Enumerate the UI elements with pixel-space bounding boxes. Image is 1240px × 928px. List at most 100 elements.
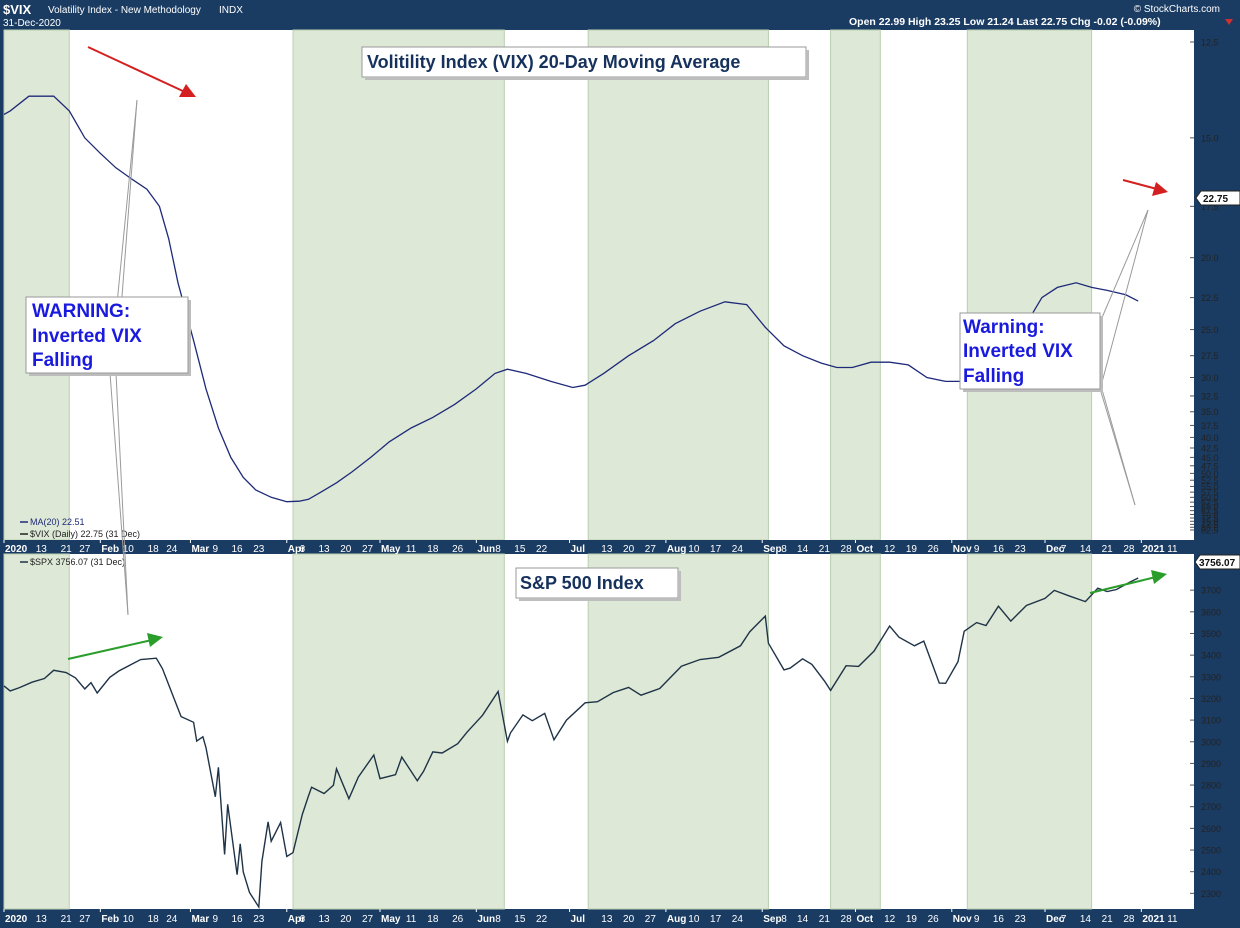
spx-line (3, 577, 1139, 910)
vix-shade-band-4 (966, 29, 1093, 541)
x-tick-label: Aug (667, 914, 686, 925)
legend-ma: MA(20) 22.51 (30, 517, 85, 527)
x-tick-label: 11 (1167, 914, 1178, 925)
spx-tick-label: 3700 (1201, 586, 1221, 596)
spx-tick-label: 2500 (1201, 846, 1221, 856)
vix-tick-label: 82.5 (1201, 526, 1219, 536)
vix-title: Volitility Index (VIX) 20-Day Moving Ave… (367, 52, 740, 72)
x-tick-label: Jul (571, 544, 586, 555)
x-tick-label: 18 (427, 544, 439, 555)
x-tick-label: 27 (645, 914, 657, 925)
x-tick-label: May (381, 544, 401, 555)
callout-left-line-3: Falling (32, 350, 93, 371)
spx-tick-label: 2800 (1201, 781, 1221, 791)
x-tick-label: 18 (427, 914, 439, 925)
spx-shaded-bands (3, 553, 1093, 910)
x-tick-label: Apr (288, 544, 305, 555)
spx-tick-label: 2700 (1201, 802, 1221, 812)
vix-tick-label: 37.5 (1201, 421, 1219, 431)
x-tick-label: 18 (148, 914, 160, 925)
spx-tick-label: 2900 (1201, 759, 1221, 769)
callout-left-line-1: WARNING: (32, 301, 130, 322)
vix-legend: MA(20) 22.51 $VIX (Daily) 22.75 (31 Dec) (20, 517, 140, 539)
x-tick-label: Feb (101, 544, 119, 555)
x-tick-label: 2020 (5, 914, 28, 925)
vix-last-value-tag: 22.75 (1195, 190, 1240, 206)
x-tick-label: Mar (191, 544, 209, 555)
exchange-label: INDX (219, 5, 243, 16)
x-tick-label: Jun (477, 914, 495, 925)
x-tick-label: 28 (1123, 544, 1135, 555)
x-tick-label: 21 (1102, 544, 1114, 555)
x-tick-label: 20 (623, 914, 635, 925)
x-tick-label: 8 (781, 914, 787, 925)
x-tick-label: 13 (319, 544, 331, 555)
x-tick-label: 23 (1015, 914, 1027, 925)
vix-ma-line (3, 95, 1139, 503)
spx-panel: 2300 2400 2500 2600 2700 2800 2900 3000 3100 3200… (3, 553, 1221, 910)
spx-title-box: S&P 500 Index (515, 567, 681, 601)
x-tick-label: 26 (452, 914, 464, 925)
callout-right-line-3: Falling (963, 366, 1024, 387)
vix-panel: 12.5 15.0 17.5 20.0 22.5 25.0 27.5 30.0 32.5 35.0… (0, 29, 1240, 554)
legend-vix: $VIX (Daily) 22.75 (31 Dec) (30, 529, 140, 539)
x-tick-label: 14 (797, 544, 809, 555)
x-tick-label: 13 (601, 544, 613, 555)
description-label: Volatility Index - New Methodology (48, 5, 201, 16)
x-tick-label: 23 (1015, 544, 1027, 555)
spx-tick-label: 2400 (1201, 867, 1221, 877)
callout-right-line-2: Inverted VIX (963, 341, 1073, 362)
vix-tick-label: 80.0 (1201, 523, 1219, 533)
x-tick-label: 16 (231, 914, 243, 925)
x-tick-label: 17 (710, 914, 722, 925)
x-tick-label: 13 (601, 914, 613, 925)
x-tick-label: 27 (79, 544, 91, 555)
x-tick-label: 12 (884, 544, 896, 555)
x-tick-label: 16 (231, 544, 243, 555)
vix-tick-label: 57.5 (1201, 488, 1219, 498)
x-tick-label: 15 (514, 544, 526, 555)
watermark: © StockCharts.com (1134, 4, 1220, 15)
x-tick-label: 21 (61, 544, 73, 555)
spx-shade-band-4 (966, 553, 1093, 910)
x-tick-label: Dec (1046, 544, 1065, 555)
callout-right-line-1: Warning: (963, 317, 1045, 338)
callout-right: Warning: Inverted VIX Falling (959, 209, 1149, 506)
x-tick-label: Oct (856, 914, 873, 925)
menu-dropdown-icon[interactable] (1225, 19, 1233, 25)
x-tick-label: 7 (1061, 914, 1067, 925)
vix-shade-band-3 (830, 29, 881, 541)
symbol-label: $VIX (3, 2, 32, 17)
spx-tick-label: 2300 (1201, 889, 1221, 899)
x-tick-label: Nov (953, 914, 972, 925)
x-tick-label: 8 (781, 544, 787, 555)
vix-tick-label: 15.0 (1201, 133, 1219, 143)
vix-tick-label: 75.0 (1201, 517, 1219, 527)
red-arrow-vix-left (87, 46, 196, 97)
spx-tick-label: 3500 (1201, 629, 1221, 639)
spx-tick-label: 3300 (1201, 672, 1221, 682)
x-tick-label: 2020 (5, 544, 28, 555)
spx-legend: $SPX 3756.07 (31 Dec) (20, 557, 125, 567)
x-tick-label: 10 (123, 544, 135, 555)
vix-tick-label: 67.5 (1201, 506, 1219, 516)
green-arrow-spx-left (67, 633, 163, 660)
vix-tick-label: 77.5 (1201, 520, 1219, 530)
vix-tick-label: 22.5 (1201, 293, 1219, 303)
spx-tick-label: 3000 (1201, 737, 1221, 747)
x-tick-label: 23 (253, 914, 265, 925)
x-tick-label: 23 (253, 544, 265, 555)
x-tick-label: 13 (36, 544, 48, 555)
x-tick-label: 11 (406, 914, 417, 925)
spx-y-axis: 2300 2400 2500 2600 2700 2800 2900 3000 3100 3200… (1190, 586, 1221, 899)
x-tick-label: Sep (763, 544, 781, 555)
vix-shade-band-2 (587, 29, 769, 541)
x-tick-label: Aug (667, 544, 686, 555)
vix-tick-label: 12.5 (1201, 38, 1219, 48)
x-tick-label: 11 (1167, 544, 1178, 555)
x-tick-label: Dec (1046, 914, 1065, 925)
vix-tick-label: 72.5 (1201, 513, 1219, 523)
x-tick-label: 21 (819, 914, 831, 925)
